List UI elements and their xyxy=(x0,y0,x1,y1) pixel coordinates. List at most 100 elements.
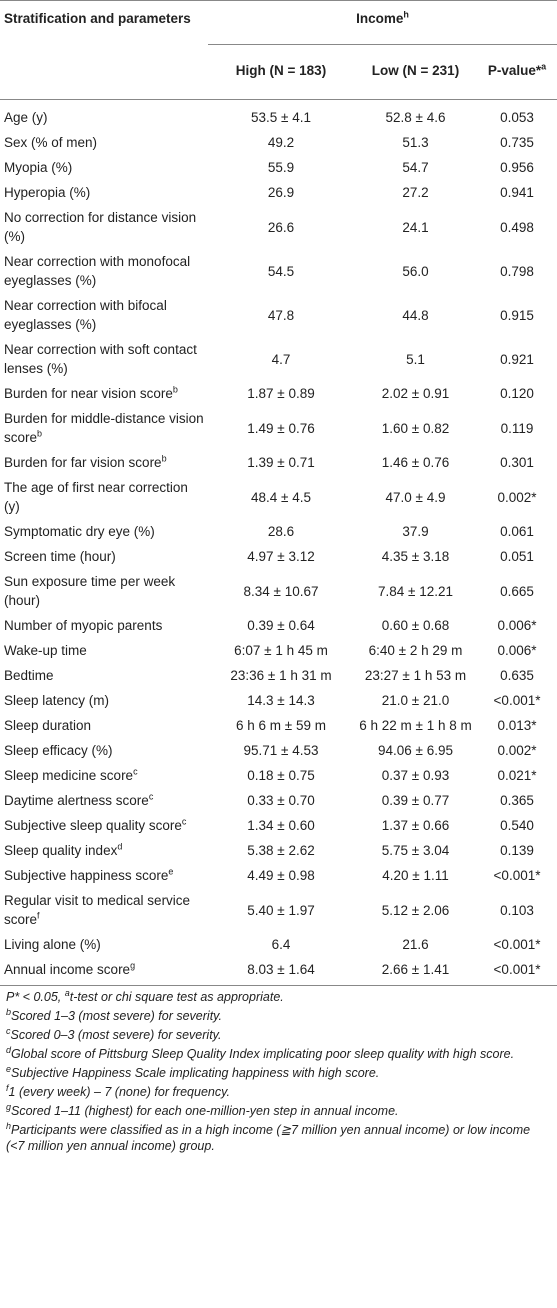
high-income-cell: 8.03 ± 1.64 xyxy=(208,957,354,986)
p-value-cell: 0.006* xyxy=(497,618,537,633)
low-income-cell: 23:27 ± 1 h 53 m xyxy=(364,668,467,683)
footnote-mark: h xyxy=(6,1120,12,1131)
high-income-cell: 0.18 ± 0.75 xyxy=(247,768,315,783)
high-income-cell: 23:36 ± 1 h 31 m xyxy=(230,668,332,683)
row-label-cell: Living alone (%) xyxy=(0,932,208,957)
high-income-cell: 1.49 ± 0.76 xyxy=(247,420,315,436)
row-label-cell: Wake-up time xyxy=(0,638,208,663)
table-row: Sleep efficacy (%) 95.71 ± 4.53 94.06 ± 6.… xyxy=(0,738,557,763)
row-label-cell: Near correction with soft contact lenses… xyxy=(0,337,208,381)
row-label-cell: Sex (% of men) xyxy=(0,130,208,155)
header-cell: High (N = 183) xyxy=(208,44,354,100)
low-income-cell: 1.46 ± 0.76 xyxy=(381,455,450,470)
footnote-text: Global score of Pittsburg Sleep Quality … xyxy=(11,1047,515,1061)
row-label-cell: Number of myopic parents xyxy=(0,613,208,638)
low-income-cell: 4.20 ± 1.11 xyxy=(382,868,449,883)
table-row: Near correction with soft contact lenses… xyxy=(0,337,557,381)
footnote-mark: c xyxy=(148,791,154,802)
row-label-cell: Bedtime xyxy=(0,663,208,688)
p-value-cell: 0.635 xyxy=(500,668,534,683)
p-value-cell: 0.120 xyxy=(500,386,534,401)
p-value-cell: 0.301 xyxy=(500,455,534,470)
high-income-cell: 47.8 xyxy=(267,307,295,323)
header-text: High (N = 183) xyxy=(235,63,327,79)
high-income-cell: 5.40 ± 1.97 xyxy=(247,902,315,918)
row-label: Screen time (hour) xyxy=(4,549,116,564)
table-row: Annual income scoreg 8.03 ± 1.64 2.66 ± 1.… xyxy=(0,957,557,986)
row-label: Near correction with soft contact lenses… xyxy=(4,342,197,376)
header-cell: Low (N = 231) xyxy=(354,44,477,100)
footnote-mark: f xyxy=(6,1082,9,1093)
low-income-cell: 51.3 xyxy=(402,135,429,150)
high-income-cell: 0.33 ± 0.70 xyxy=(247,793,315,808)
high-income-cell: 6.4 xyxy=(271,937,291,952)
low-income-cell: 0.39 ± 0.77 xyxy=(381,793,450,808)
row-label: Sleep medicine score xyxy=(4,768,134,783)
footnote-mark: c xyxy=(133,766,138,777)
row-label-cell: Sleep medicine scorec xyxy=(0,763,208,788)
row-label-cell: Burden for middle-distance vision scoreb xyxy=(0,406,208,450)
low-income-cell: 0.60 ± 0.68 xyxy=(381,618,450,633)
table-row: Wake-up time 6:07 ± 1 h 45 m 6:40 ± 2 h 29… xyxy=(0,638,557,663)
table-row: Burden for far vision scoreb 1.39 ± 0.71 1… xyxy=(0,450,557,475)
low-income-cell: 56.0 xyxy=(402,263,429,279)
p-value-cell: 0.798 xyxy=(500,263,534,279)
footnote-text: Participants were classified as in a hig… xyxy=(6,1123,531,1153)
header-cell: Incomeh xyxy=(208,0,557,46)
table-body: Age (y) 53.5 ± 4.1 52.8 ± 4.6 0.053 Sex (% o… xyxy=(0,100,557,986)
row-label-cell: Age (y) xyxy=(0,100,208,131)
row-label-cell: Hyperopia (%) xyxy=(0,180,208,205)
high-income-cell: 5.38 ± 2.62 xyxy=(247,843,315,858)
high-income-cell: 1.34 ± 0.60 xyxy=(247,818,315,833)
footnote-prefix: P* < 0.05, xyxy=(6,990,65,1004)
footnote: gScored 1–11 (highest) for each one-mill… xyxy=(6,1102,551,1119)
table-row: Subjective sleep quality scorec 1.34 ± 0.… xyxy=(0,813,557,838)
high-income-cell: 0.39 ± 0.64 xyxy=(247,618,315,633)
footnote-mark: d xyxy=(117,841,123,852)
table-row: Sleep duration 6 h 6 m ± 59 m 6 h 22 m ± 1… xyxy=(0,713,557,738)
row-label: Sleep quality index xyxy=(4,843,118,858)
footnote-mark: g xyxy=(130,960,136,971)
row-label: Subjective happiness score xyxy=(4,868,169,883)
footnote-mark: b xyxy=(172,384,178,395)
row-label-cell: Sleep latency (m) xyxy=(0,688,208,713)
high-income-cell: 1.87 ± 0.89 xyxy=(247,386,315,401)
row-label: Myopia (%) xyxy=(4,160,73,175)
footnote: cScored 0–3 (most severe) for severity. xyxy=(6,1026,551,1043)
row-label: Daytime alertness score xyxy=(4,793,149,808)
table-row: Myopia (%) 55.9 54.7 0.956 xyxy=(0,155,557,180)
table-header: Stratification and parameters Incomeh Hi… xyxy=(0,0,557,100)
high-income-cell: 6:07 ± 1 h 45 m xyxy=(234,643,328,658)
p-value-cell: 0.915 xyxy=(500,307,534,323)
p-value-cell: 0.013* xyxy=(497,718,537,733)
low-income-cell: 52.8 ± 4.6 xyxy=(385,110,446,125)
row-label-cell: Sleep efficacy (%) xyxy=(0,738,208,763)
low-income-cell: 21.0 ± 21.0 xyxy=(381,693,450,708)
table-row: Sun exposure time per week (hour) 8.34 ± … xyxy=(0,569,557,613)
row-label-cell: Burden for far vision scoreb xyxy=(0,450,208,475)
high-income-cell: 48.4 ± 4.5 xyxy=(251,489,311,505)
header-text: P-value* xyxy=(487,63,542,79)
low-income-cell: 37.9 xyxy=(402,524,429,539)
footnotes: P* < 0.05, at-test or chi square test as… xyxy=(0,988,557,1154)
row-label: Sleep latency (m) xyxy=(4,693,110,708)
p-value-cell: 0.006* xyxy=(497,643,537,658)
table-row: Regular visit to medical service scoref 5… xyxy=(0,888,557,932)
row-label-cell: Subjective sleep quality scorec xyxy=(0,813,208,838)
high-income-cell: 53.5 ± 4.1 xyxy=(251,110,311,125)
footnote-text: Subjective Happiness Scale implicating h… xyxy=(11,1066,380,1080)
row-label-cell: Near correction with bifocal eyeglasses … xyxy=(0,293,208,337)
table-row: Near correction with bifocal eyeglasses … xyxy=(0,293,557,337)
row-label: Sex (% of men) xyxy=(4,135,98,150)
row-label-cell: Screen time (hour) xyxy=(0,544,208,569)
table-row: Burden for middle-distance vision scoreb… xyxy=(0,406,557,450)
table-row: Age (y) 53.5 ± 4.1 52.8 ± 4.6 0.053 xyxy=(0,100,557,131)
p-value-cell: 0.540 xyxy=(500,818,534,833)
row-label: Number of myopic parents xyxy=(4,618,163,633)
low-income-cell: 5.12 ± 2.06 xyxy=(381,902,450,918)
footnote-mark: b xyxy=(37,428,43,439)
high-income-cell: 4.7 xyxy=(271,351,291,367)
p-value-cell: 0.498 xyxy=(500,219,534,235)
table-row: Screen time (hour) 4.97 ± 3.12 4.35 ± 3.18… xyxy=(0,544,557,569)
row-label-cell: No correction for distance vision (%) xyxy=(0,205,208,249)
